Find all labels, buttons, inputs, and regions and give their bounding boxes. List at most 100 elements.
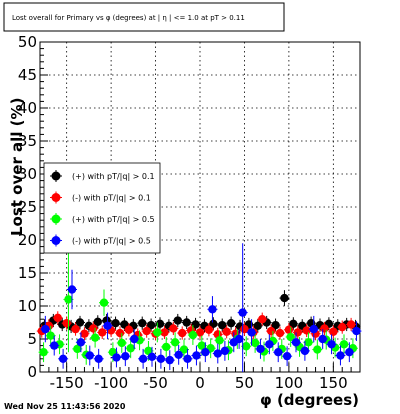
legend-box — [43, 162, 161, 254]
data-point — [339, 340, 349, 349]
data-point — [138, 318, 147, 328]
axes: 0 5 10 15 20 25 30 35 40 45 50 -150 -100 -50 0 50 100 150 — [18, 33, 352, 392]
data-point — [98, 328, 107, 337]
data-point — [201, 348, 210, 357]
data-point — [111, 318, 120, 328]
data-point — [215, 336, 224, 345]
data-point — [291, 338, 301, 347]
x-tick-label: -100 — [94, 374, 128, 392]
data-point — [117, 338, 126, 348]
legend-marker — [51, 193, 61, 202]
data-point — [53, 313, 62, 323]
data-point — [242, 342, 251, 351]
data-point — [300, 346, 310, 356]
data-point — [169, 324, 178, 333]
data-point — [222, 327, 231, 336]
data-point — [271, 320, 280, 330]
data-point — [204, 325, 214, 334]
data-point — [39, 348, 48, 357]
x-tick-label: -150 — [50, 374, 84, 392]
data-point — [50, 341, 59, 350]
data-point — [162, 342, 171, 352]
data-point — [112, 353, 121, 362]
data-point — [126, 344, 135, 353]
data-point — [253, 321, 262, 330]
x-tick-label: -50 — [143, 374, 168, 392]
data-point — [182, 318, 191, 327]
y-tick-label: 5 — [27, 330, 37, 348]
data-point — [280, 293, 289, 303]
y-tick-label: 35 — [18, 132, 37, 150]
data-point — [213, 349, 222, 358]
data-point — [250, 338, 260, 348]
data-point — [191, 320, 200, 329]
data-point — [234, 334, 244, 344]
data-point — [156, 354, 166, 363]
data-point — [209, 319, 218, 329]
legend-marker — [51, 236, 61, 245]
data-point — [174, 350, 183, 360]
chart-title: Lost overall for Primary vs φ (degrees) … — [12, 14, 245, 22]
data-point — [275, 328, 285, 338]
data-point — [130, 334, 139, 344]
x-tick-label: 0 — [195, 374, 205, 392]
data-point — [247, 328, 256, 337]
data-point — [265, 340, 274, 349]
x-tick-label: 50 — [235, 374, 254, 392]
data-point — [71, 324, 80, 334]
data-point — [192, 351, 201, 360]
data-point — [345, 348, 354, 357]
y-tick-label: 0 — [27, 363, 37, 381]
data-point — [76, 338, 86, 347]
data-point — [178, 328, 187, 338]
data-point — [46, 331, 55, 340]
data-point — [124, 325, 134, 334]
data-point — [160, 328, 169, 337]
y-axis-title: Lost over all (%) — [8, 98, 26, 236]
y-tick-label: 40 — [18, 99, 37, 117]
data-point — [313, 345, 322, 354]
data-point — [90, 333, 100, 342]
data-point — [153, 328, 162, 337]
data-point — [226, 318, 236, 328]
data-point — [302, 326, 311, 335]
data-point — [64, 295, 73, 304]
title-box — [3, 2, 285, 32]
data-point — [197, 341, 206, 350]
legend: (+) with pT/|q| > 0.1 (-) with pT/|q| > 0… — [43, 162, 161, 254]
data-point — [94, 354, 103, 363]
data-point — [293, 328, 302, 337]
y-tick-label: 50 — [18, 33, 37, 51]
data-point — [346, 320, 356, 329]
data-point — [208, 305, 217, 314]
data-point — [99, 298, 109, 307]
data-point — [146, 320, 156, 330]
data-point — [309, 324, 318, 334]
data-point — [258, 315, 267, 324]
data-point — [121, 351, 130, 361]
data-point — [352, 326, 361, 336]
data-point — [80, 329, 89, 338]
data-point — [256, 344, 265, 354]
data-point — [188, 330, 198, 340]
data-point — [329, 327, 338, 336]
data-point — [274, 348, 283, 357]
data-point — [73, 344, 82, 354]
y-tick-label: 45 — [18, 66, 37, 84]
data-point — [138, 354, 148, 363]
data-point — [89, 324, 98, 333]
data-point — [115, 328, 125, 338]
data-point — [289, 319, 298, 329]
legend-label: (-) with pT/|q| > 0.1 — [72, 194, 151, 203]
data-point — [155, 319, 165, 329]
data-point — [58, 354, 68, 363]
data-point — [85, 351, 94, 360]
y-tick-label: 10 — [18, 297, 37, 315]
data-point — [179, 345, 189, 354]
data-point — [183, 354, 192, 363]
data-point — [336, 351, 345, 360]
data-point — [238, 308, 247, 317]
data-point — [165, 355, 174, 365]
data-marks — [36, 243, 362, 372]
